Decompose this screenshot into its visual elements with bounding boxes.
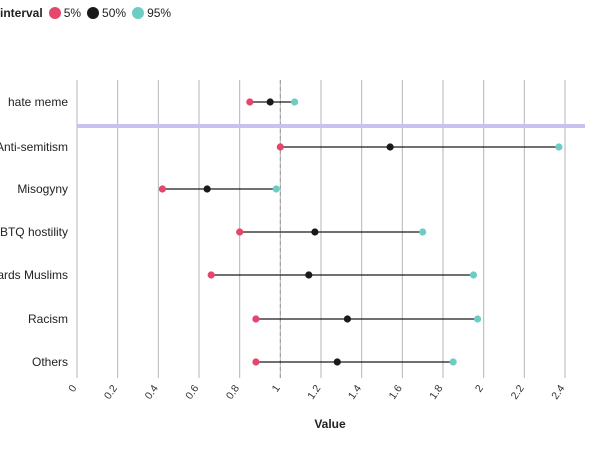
x-tick-label-4: 0.8: [224, 383, 242, 402]
legend-item-50: 50%: [87, 6, 126, 20]
x-tick-label-1: 0.2: [102, 383, 120, 402]
point-p95-1: [555, 143, 563, 151]
point-p5-1: [276, 143, 284, 151]
point-p50-0: [266, 98, 274, 106]
x-tick-label-2: 0.4: [143, 383, 161, 402]
row-label-5: Racism: [28, 312, 68, 326]
x-tick-label-10: 2: [473, 383, 486, 395]
x-tick-label-12: 2.4: [549, 383, 567, 402]
point-p50-6: [333, 358, 341, 366]
legend-item-95: 95%: [132, 6, 171, 20]
x-axis-label: Value: [314, 417, 346, 431]
legend: interval 5% 50% 95%: [0, 6, 177, 20]
row-label-1: Anti-semitism: [0, 140, 68, 154]
point-p5-2: [158, 185, 166, 193]
point-p95-4: [469, 271, 478, 279]
point-p5-5: [252, 315, 260, 323]
point-p5-4: [207, 271, 215, 279]
x-tick-label-9: 1.8: [427, 383, 445, 402]
point-p50-5: [343, 315, 352, 323]
point-p95-5: [473, 315, 482, 323]
legend-label-5: 5%: [63, 6, 82, 20]
point-p5-3: [236, 228, 244, 236]
legend-item-5: 5%: [48, 6, 82, 20]
legend-dot-95: [132, 7, 145, 19]
point-p95-0: [290, 98, 299, 106]
legend-label-95: 95%: [147, 6, 172, 20]
row-label-0: hate meme: [8, 95, 68, 109]
point-p5-6: [252, 358, 260, 366]
point-p50-4: [305, 271, 313, 279]
point-p95-6: [449, 358, 457, 366]
legend-title: interval: [0, 6, 43, 20]
row-label-2: Misogyny: [17, 182, 68, 196]
point-p5-0: [246, 98, 254, 106]
point-p50-2: [203, 185, 211, 193]
legend-dot-5: [48, 7, 61, 19]
x-tick-label-7: 1.4: [346, 383, 364, 402]
x-tick-label-3: 0.6: [183, 383, 201, 402]
group-separator: [77, 124, 585, 128]
x-tick-label-6: 1.2: [305, 383, 323, 402]
point-p95-2: [272, 185, 280, 193]
row-label-3: GBTQ hostility: [0, 225, 68, 239]
x-tick-label-11: 2.2: [509, 383, 527, 402]
row-label-6: Others: [32, 355, 68, 369]
row-label-4: wards Muslims: [0, 268, 68, 282]
point-p50-3: [311, 228, 319, 236]
point-p95-3: [419, 228, 427, 236]
x-tick-label-8: 1.6: [387, 383, 405, 402]
x-tick-label-0: 0: [66, 383, 79, 395]
x-tick-label-5: 1: [270, 383, 283, 395]
point-p50-1: [386, 143, 394, 151]
legend-label-50: 50%: [102, 6, 127, 20]
legend-dot-50: [87, 7, 100, 19]
